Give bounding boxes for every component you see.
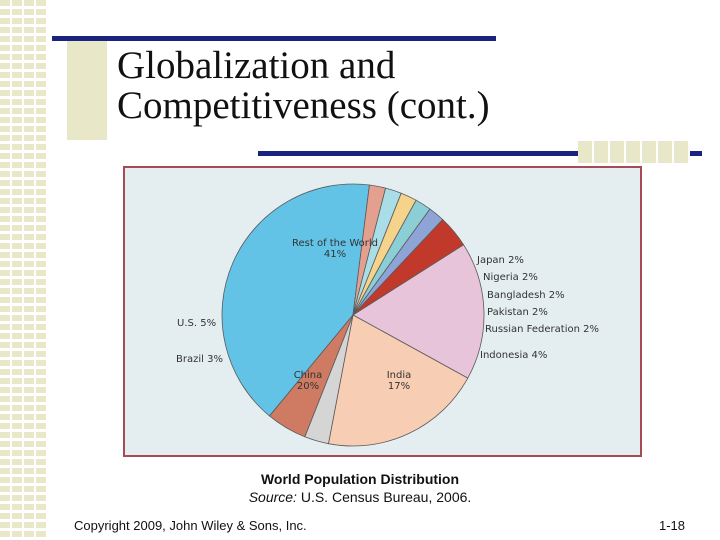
pie-label-russian-federation: Russian Federation 2% — [485, 324, 599, 335]
copyright-footer: Copyright 2009, John Wiley & Sons, Inc. — [74, 518, 307, 533]
slide-number: 1-18 — [658, 518, 685, 533]
pie-label-u-s: U.S. 5% — [177, 318, 216, 329]
pie-label-japan: Japan 2% — [476, 255, 524, 266]
pie-label-bangladesh: Bangladesh 2% — [487, 290, 565, 301]
pie-slice-rest-of-the-world — [221, 183, 370, 417]
right-decor-stripes — [578, 141, 690, 163]
left-decor-strip — [0, 0, 48, 540]
pie-label-indonesia: Indonesia 4% — [480, 350, 547, 361]
pie-label-pakistan: Pakistan 2% — [487, 307, 548, 318]
source-text: U.S. Census Bureau, 2006. — [296, 489, 472, 505]
pie-label-brazil: Brazil 3% — [176, 354, 223, 365]
pie-slice-u-s — [268, 314, 354, 438]
pie-slice-india — [352, 244, 485, 379]
title-accent-box — [67, 40, 107, 140]
pie-chart-figure: Rest of the World 41% Japan 2% Nigeria 2% Ba… — [123, 166, 642, 457]
pie-chart: Rest of the World 41% Japan 2% Nigeria 2% Ba… — [176, 183, 599, 447]
pie-label-china: China 20% — [294, 370, 323, 392]
source-label: Source: — [248, 489, 297, 505]
pie-slice-china — [327, 314, 469, 447]
slide-title-line1: Globalization and — [117, 44, 396, 87]
pie-label-rest-of-the-world: Rest of the World 41% — [292, 238, 378, 260]
slide-title: Globalization and Competitiveness (cont.… — [117, 46, 490, 126]
slide-title-line2: Competitiveness (cont.) — [117, 84, 490, 127]
chart-caption-source: Source: U.S. Census Bureau, 2006. — [0, 489, 720, 505]
pie-label-nigeria: Nigeria 2% — [483, 272, 538, 283]
pie-label-india: India 17% — [387, 370, 412, 392]
chart-caption-title: World Population Distribution — [260, 471, 460, 487]
title-rule-bottom — [258, 151, 702, 156]
title-rule-top — [52, 36, 496, 41]
